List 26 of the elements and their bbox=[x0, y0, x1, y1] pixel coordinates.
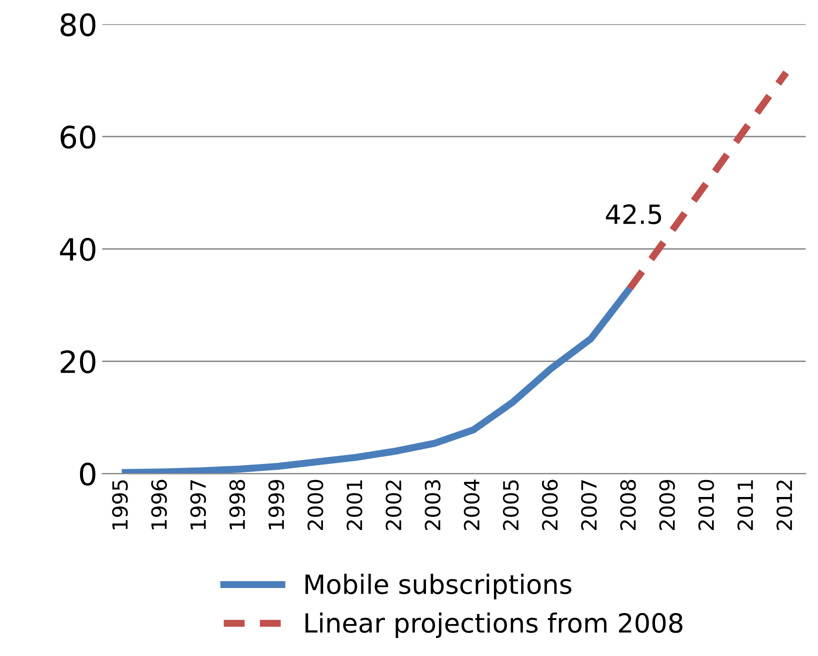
y-tick-label: 60 bbox=[60, 126, 96, 149]
y-tick-label: 20 bbox=[60, 350, 96, 374]
y-tick-label: 40 bbox=[60, 238, 96, 261]
x-tick-label: 2000 bbox=[307, 480, 324, 530]
x-tick-label: 2011 bbox=[737, 480, 754, 530]
x-tick-label: 2002 bbox=[386, 480, 402, 530]
x-tick-label: 2001 bbox=[346, 480, 362, 530]
y-tick-label: 80 bbox=[60, 13, 96, 36]
x-tick-label: 2010 bbox=[698, 480, 714, 530]
x-tick-label: 1998 bbox=[229, 480, 246, 530]
y-tick-label: 0 bbox=[80, 462, 96, 486]
x-tick-label: 1995 bbox=[112, 480, 128, 530]
legend-label: Mobile subscriptions bbox=[306, 574, 572, 600]
x-tick-label: 2005 bbox=[502, 480, 519, 530]
x-tick-label: 2009 bbox=[659, 480, 675, 530]
legend-label: Linear projections from 2008 bbox=[306, 612, 682, 638]
x-tick-label: 2003 bbox=[424, 480, 440, 530]
x-tick-label: 2007 bbox=[581, 480, 597, 530]
x-tick-label: 1997 bbox=[190, 480, 206, 530]
x-tick-label: 2006 bbox=[542, 480, 558, 530]
x-tick-label: 1996 bbox=[151, 480, 167, 530]
x-tick-label: 1999 bbox=[268, 480, 284, 530]
x-tick-label: 2012 bbox=[776, 480, 792, 530]
x-tick-label: 2004 bbox=[464, 480, 480, 530]
annotation: 42.5 bbox=[606, 204, 662, 224]
x-tick-label: 2008 bbox=[620, 480, 636, 530]
